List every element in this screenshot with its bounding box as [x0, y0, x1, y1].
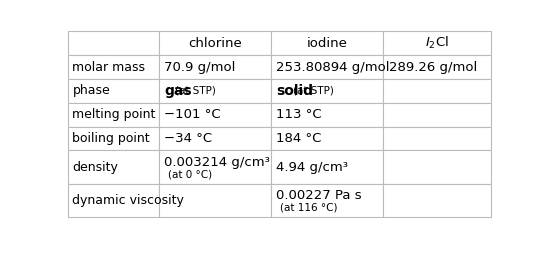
- Text: dynamic viscosity: dynamic viscosity: [73, 194, 185, 207]
- Text: molar mass: molar mass: [73, 61, 145, 74]
- Bar: [383, 103, 491, 127]
- Text: 113 °C: 113 °C: [276, 108, 322, 121]
- Text: 4.94 g/cm³: 4.94 g/cm³: [276, 161, 348, 174]
- Text: −34 °C: −34 °C: [164, 132, 212, 145]
- Bar: [383, 31, 491, 55]
- Bar: [271, 103, 383, 127]
- Text: solid: solid: [276, 84, 313, 98]
- Bar: [68, 127, 159, 150]
- Bar: [383, 127, 491, 150]
- Text: 253.80894 g/mol: 253.80894 g/mol: [276, 61, 390, 74]
- Bar: [271, 55, 383, 79]
- Bar: [271, 150, 383, 184]
- Text: (at 0 °C): (at 0 °C): [168, 170, 212, 179]
- Bar: [159, 55, 271, 79]
- Text: (at 116 °C): (at 116 °C): [280, 203, 337, 213]
- Text: 184 °C: 184 °C: [276, 132, 322, 145]
- Text: −101 °C: −101 °C: [164, 108, 221, 121]
- Bar: [68, 103, 159, 127]
- Text: chlorine: chlorine: [188, 37, 242, 50]
- Text: melting point: melting point: [73, 108, 156, 121]
- Bar: [271, 127, 383, 150]
- Text: gas: gas: [164, 84, 192, 98]
- Text: (at STP): (at STP): [293, 86, 334, 96]
- Bar: [159, 150, 271, 184]
- Bar: [383, 79, 491, 103]
- Bar: [68, 31, 159, 55]
- Text: 289.26 g/mol: 289.26 g/mol: [389, 61, 477, 74]
- Bar: [68, 55, 159, 79]
- Text: density: density: [73, 161, 118, 174]
- Bar: [68, 184, 159, 217]
- Text: phase: phase: [73, 84, 110, 97]
- Bar: [159, 79, 271, 103]
- Bar: [271, 79, 383, 103]
- Text: 0.003214 g/cm³: 0.003214 g/cm³: [164, 156, 270, 169]
- Bar: [383, 150, 491, 184]
- Text: 0.00227 Pa s: 0.00227 Pa s: [276, 189, 362, 202]
- Text: 70.9 g/mol: 70.9 g/mol: [164, 61, 236, 74]
- Bar: [159, 127, 271, 150]
- Bar: [383, 184, 491, 217]
- Text: boiling point: boiling point: [73, 132, 150, 145]
- Text: (at STP): (at STP): [175, 86, 216, 96]
- Bar: [159, 184, 271, 217]
- Text: $I_2$Cl: $I_2$Cl: [425, 35, 449, 51]
- Bar: [159, 103, 271, 127]
- Bar: [271, 31, 383, 55]
- Bar: [383, 55, 491, 79]
- Bar: [68, 150, 159, 184]
- Text: iodine: iodine: [307, 37, 348, 50]
- Bar: [159, 31, 271, 55]
- Bar: [271, 184, 383, 217]
- Bar: [68, 79, 159, 103]
